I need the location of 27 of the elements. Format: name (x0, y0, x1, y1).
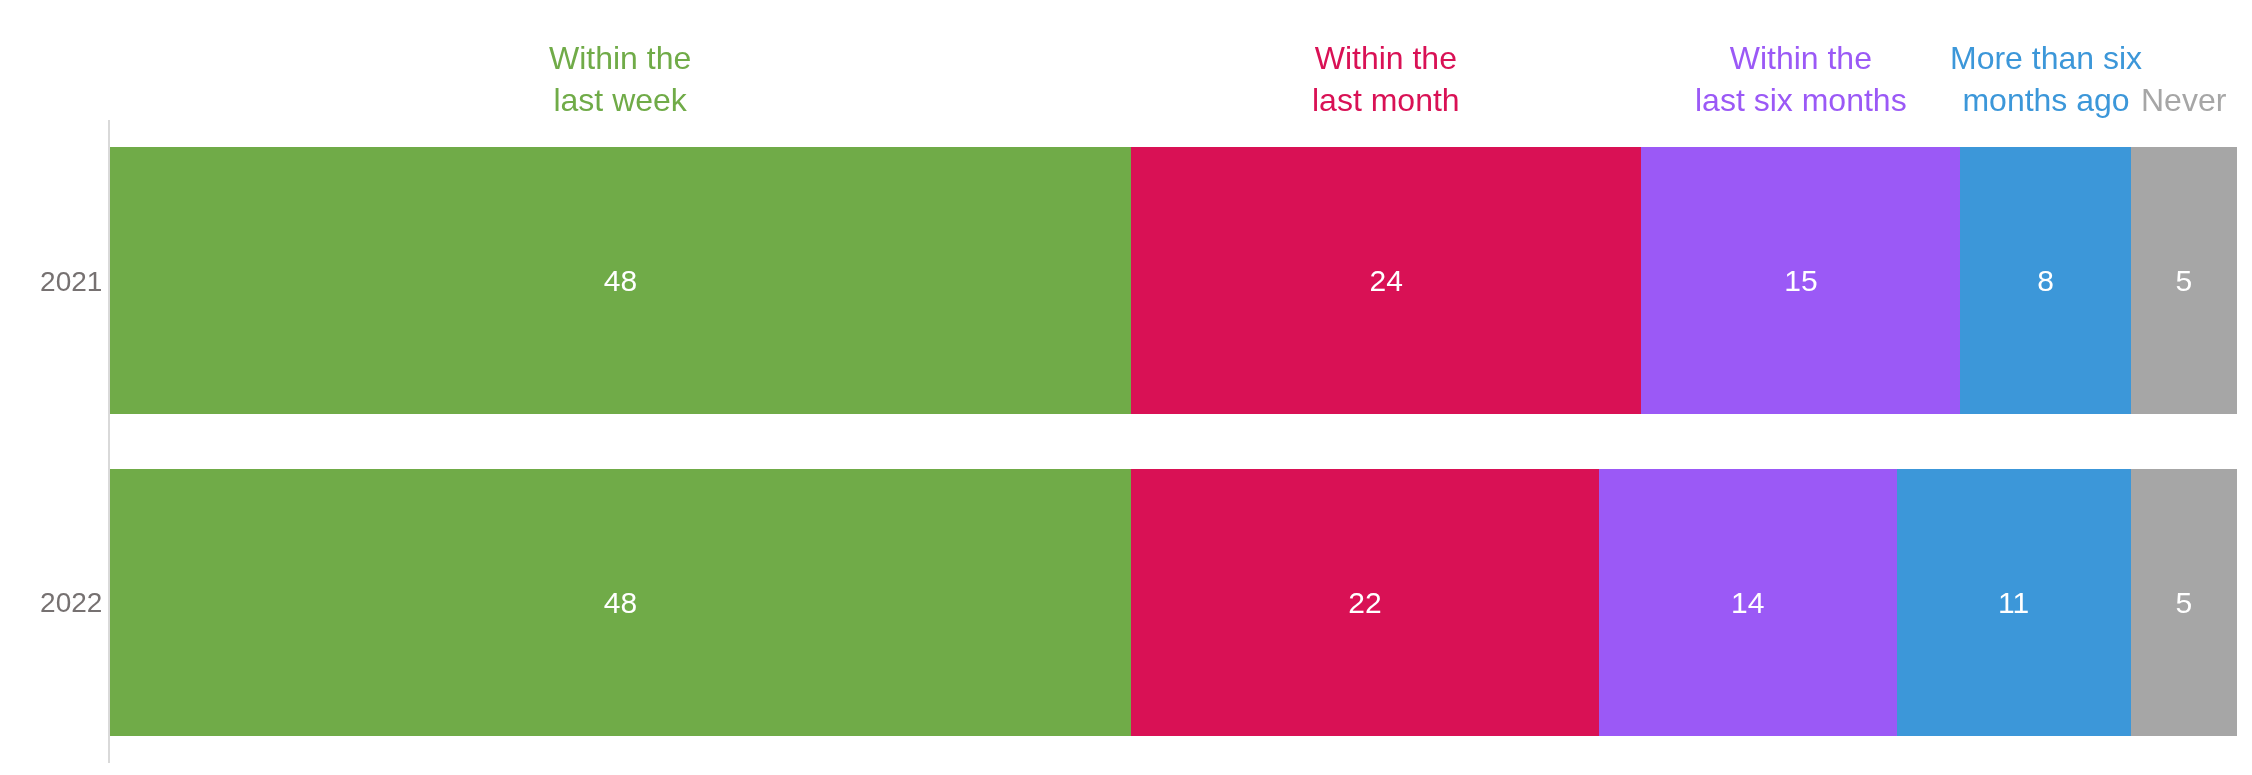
bar (2130, 468, 2237, 736)
bar (110, 468, 1131, 736)
y-tick-label: 2022 (40, 587, 103, 619)
bar (110, 147, 1131, 415)
series-label: Never (2141, 82, 2227, 118)
bar (1960, 147, 2131, 415)
data-label: 48 (603, 585, 638, 619)
bar (1641, 147, 1961, 415)
bar (1598, 468, 1897, 736)
y-tick-label: 2021 (40, 265, 103, 297)
data-label: 15 (1784, 264, 1818, 298)
data-label: 11 (1998, 585, 2030, 619)
series-label: Within the last month (1312, 40, 1460, 118)
data-label: 48 (603, 264, 638, 298)
series-label: More than six months ago (1950, 40, 2143, 118)
data-label: 5 (2175, 264, 2193, 298)
series-label: Within the last six months (1695, 40, 1907, 118)
data-label: 8 (2037, 264, 2054, 298)
data-label: 14 (1731, 585, 1765, 619)
bar (1130, 147, 1642, 415)
bar (1896, 468, 2131, 736)
bar (1130, 468, 1599, 736)
data-label: 22 (1348, 585, 1382, 619)
bar (2130, 147, 2237, 415)
data-label: 5 (2175, 585, 2193, 619)
series-label: Within the last week (549, 40, 692, 118)
data-label: 24 (1369, 264, 1403, 298)
